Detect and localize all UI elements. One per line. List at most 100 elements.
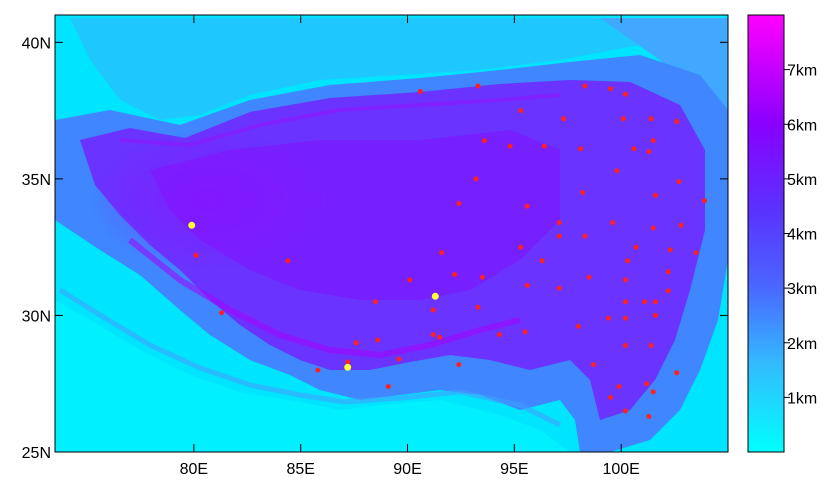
elevation-map <box>55 15 728 452</box>
station-marker-red <box>646 414 652 419</box>
colorbar-ticks: 1km 2km 3km 4km 5km 6km 7km <box>784 63 817 407</box>
x-tick-label: 85E <box>286 461 314 478</box>
station-marker-red <box>665 288 671 294</box>
station-marker-red <box>496 332 502 338</box>
kunlun-crest <box>119 93 561 148</box>
station-marker-red <box>582 233 588 239</box>
x-tick-label: 95E <box>500 461 528 478</box>
station-marker-red <box>652 299 658 305</box>
station-marker-yellow <box>431 292 439 300</box>
station-marker-red <box>580 190 586 195</box>
station-marker-red <box>396 356 402 362</box>
station-marker-red <box>430 307 436 313</box>
station-marker-red <box>650 225 656 231</box>
southern-foothill-fringe <box>58 287 562 428</box>
y-tick-label: 30N <box>22 308 51 325</box>
station-marker-red <box>665 269 671 275</box>
station-marker-red <box>522 329 528 335</box>
station-marker-red <box>539 258 545 264</box>
colorbar-tick-label: 2km <box>787 336 817 353</box>
station-marker-red <box>541 143 547 149</box>
station-marker-red <box>524 282 530 288</box>
station-marker-red <box>473 176 479 182</box>
station-marker-red <box>556 233 562 239</box>
station-marker-red <box>556 285 562 291</box>
station-marker-red <box>561 116 566 122</box>
station-marker-red <box>625 258 631 264</box>
station-marker-red <box>614 168 620 174</box>
station-marker-red <box>642 299 648 305</box>
y-tick-label: 35N <box>22 172 51 189</box>
station-marker-red <box>353 340 359 346</box>
station-marker-red <box>646 149 652 155</box>
tarim-basin <box>70 18 728 120</box>
colorbar-tick-label: 3km <box>787 281 817 298</box>
latitude-axis: 25N 30N 35N 40N <box>22 35 728 462</box>
station-marker-red <box>518 108 524 114</box>
southern-plains <box>55 300 570 452</box>
red-station-markers <box>193 83 707 419</box>
colorbar-tick-label: 6km <box>787 117 817 134</box>
elevation-colorbar: 1km 2km 3km 4km 5km 6km 7km <box>747 14 817 453</box>
y-tick-label: 25N <box>22 445 51 462</box>
station-marker-red <box>556 220 562 226</box>
station-marker-red <box>650 138 656 144</box>
yellow-station-markers <box>188 221 439 371</box>
station-marker-red <box>622 343 628 348</box>
station-marker-red <box>610 220 616 226</box>
y-tick-label: 40N <box>22 35 51 52</box>
station-marker-red <box>524 203 530 209</box>
station-marker-red <box>193 252 199 258</box>
station-marker-red <box>678 222 684 228</box>
colorbar-gradient <box>747 14 785 453</box>
station-marker-red <box>648 116 654 122</box>
station-marker-red <box>622 91 628 97</box>
station-marker-red <box>605 315 611 321</box>
station-marker-red <box>590 362 596 368</box>
station-marker-red <box>582 83 588 89</box>
station-marker-red <box>674 119 680 124</box>
colorbar-tick-label: 1km <box>787 390 817 407</box>
station-marker-red <box>407 277 413 283</box>
station-marker-red <box>633 244 639 250</box>
station-marker-yellow <box>188 221 196 229</box>
station-marker-red <box>479 274 485 280</box>
station-marker-red <box>667 247 673 253</box>
station-marker-red <box>622 299 628 305</box>
x-tick-label: 80E <box>180 461 208 478</box>
longitude-axis: 80E 85E 90E 95E 100E <box>180 15 640 478</box>
station-marker-red <box>608 394 613 400</box>
station-marker-red <box>375 337 381 343</box>
station-marker-red <box>439 250 445 256</box>
station-marker-red <box>616 384 622 389</box>
station-marker-red <box>702 198 707 204</box>
station-marker-red <box>437 334 443 340</box>
station-marker-red <box>575 323 581 329</box>
station-marker-red <box>608 86 613 92</box>
station-marker-red <box>586 274 592 280</box>
station-marker-red <box>652 192 658 198</box>
station-marker-red <box>622 408 628 414</box>
colorbar-tick-label: 4km <box>787 227 817 244</box>
station-marker-red <box>676 179 682 185</box>
station-marker-red <box>385 384 391 389</box>
station-marker-red <box>315 367 321 373</box>
station-marker-red <box>644 381 650 387</box>
station-marker-red <box>481 138 487 144</box>
map-frame <box>54 14 729 453</box>
station-marker-red <box>648 343 654 348</box>
station-marker-red <box>622 315 628 321</box>
station-marker-red <box>507 143 513 149</box>
station-marker-red <box>693 250 699 256</box>
station-marker-red <box>622 277 628 283</box>
station-marker-red <box>417 89 423 94</box>
station-marker-red <box>456 362 462 368</box>
station-marker-red <box>578 146 584 152</box>
station-marker-red <box>674 370 680 376</box>
station-marker-red <box>620 116 626 122</box>
station-marker-red <box>373 299 378 305</box>
station-marker-yellow <box>344 363 352 371</box>
x-tick-label: 90E <box>393 461 421 478</box>
station-marker-red <box>219 310 225 316</box>
